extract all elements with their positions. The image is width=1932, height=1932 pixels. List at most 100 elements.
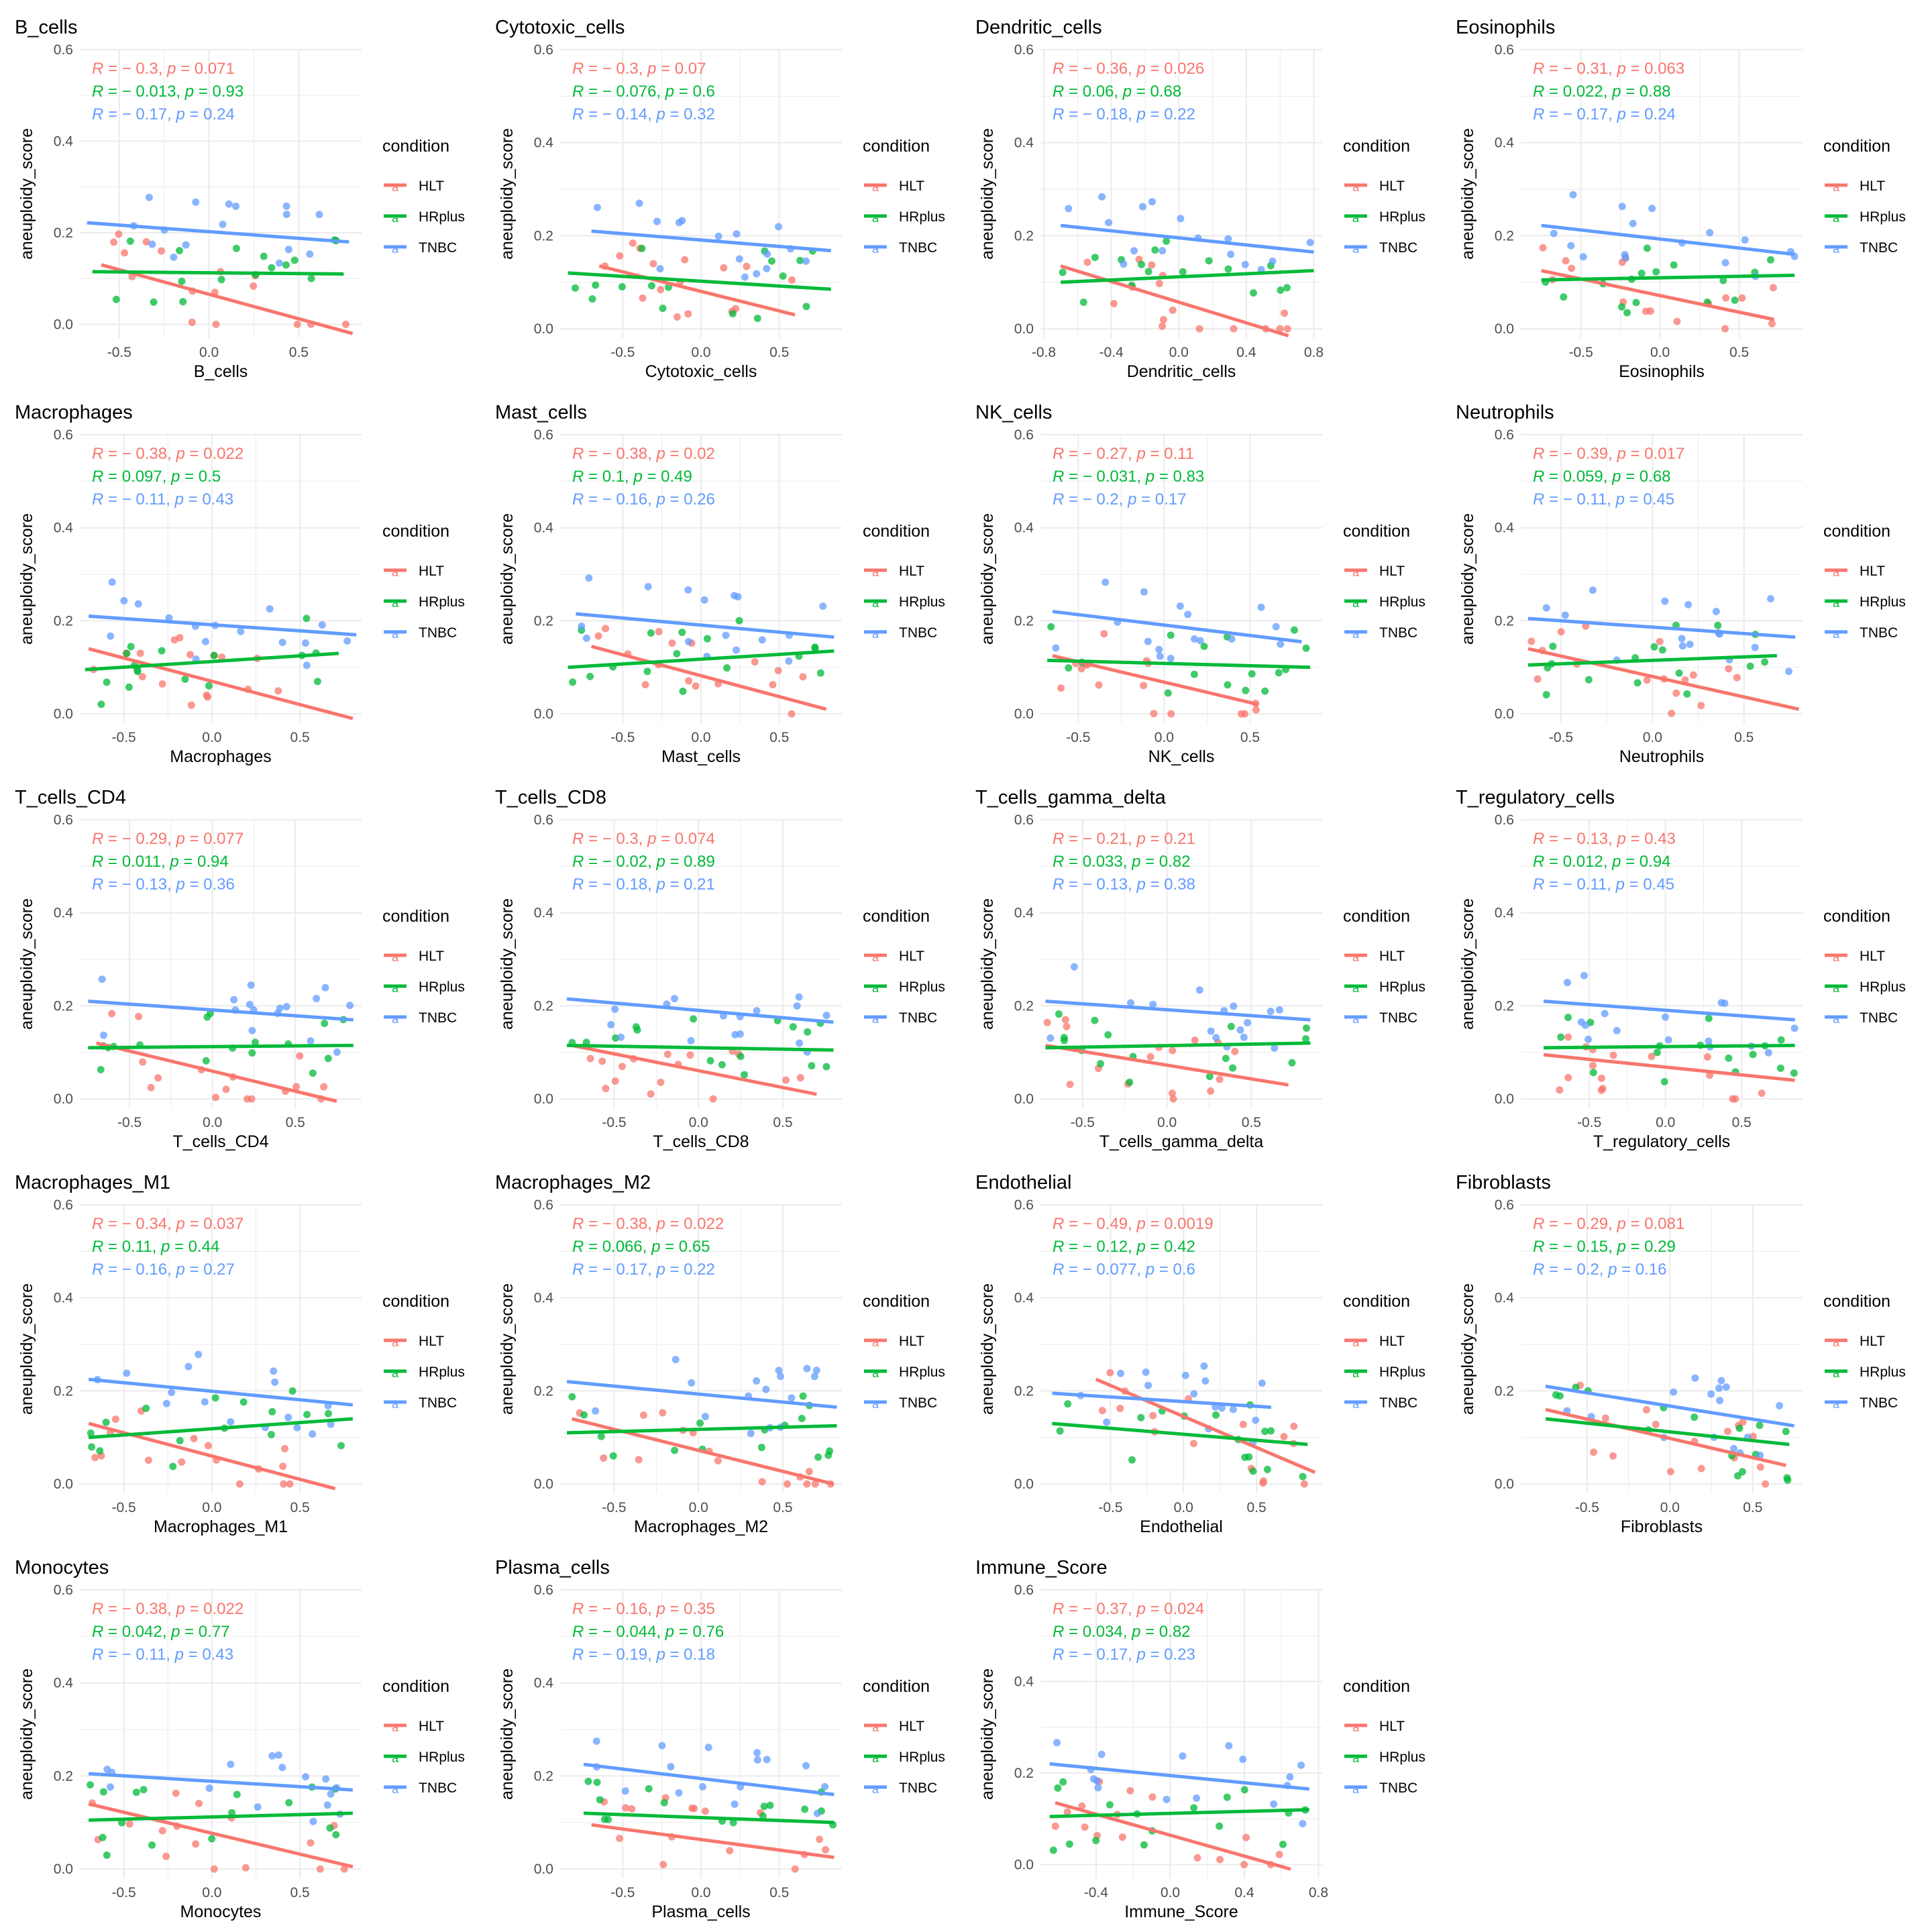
point-HRplus <box>140 1786 148 1794</box>
legend-glyph-HRplus: a <box>872 211 879 225</box>
point-HLT <box>1207 1087 1215 1095</box>
stat-label-HLT: R = − 0.38, p = 0.02 <box>572 445 715 463</box>
points <box>87 1350 345 1488</box>
fit-line-HRplus <box>568 649 835 669</box>
x-tick-label: 0.5 <box>289 345 309 360</box>
point-HRplus <box>568 1393 576 1401</box>
stat-label-HLT: R = − 0.3, p = 0.07 <box>572 60 706 78</box>
legend: condition a HLT a HRplus a TNBC <box>382 1292 465 1411</box>
legend-glyph-TNBC: a <box>1833 1012 1840 1026</box>
point-TNBC <box>1196 637 1204 645</box>
point-HRplus <box>313 678 321 686</box>
legend-label-HLT: HLT <box>899 1719 924 1734</box>
x-tick-label: -0.5 <box>610 1885 635 1900</box>
legend-glyph-HLT: a <box>1833 180 1840 194</box>
point-HRplus <box>1249 1467 1257 1475</box>
y-tick-label: 0.2 <box>534 228 553 244</box>
point-TNBC <box>1678 642 1686 650</box>
point-HLT <box>158 680 166 688</box>
fit-line-HRplus <box>88 1417 354 1440</box>
point-TNBC <box>165 614 173 622</box>
y-tick-label: 0.0 <box>1014 1091 1034 1107</box>
point-TNBC <box>284 246 292 254</box>
x-tick-label: 0.5 <box>286 1115 305 1130</box>
point-TNBC <box>313 995 321 1003</box>
legend-glyph-TNBC: a <box>1352 1397 1360 1411</box>
legend-glyph-TNBC: a <box>392 627 399 641</box>
point-HRplus <box>729 1819 737 1827</box>
point-HRplus <box>1212 1411 1220 1419</box>
point-TNBC <box>1776 1402 1784 1410</box>
point-HRplus <box>824 1451 833 1459</box>
point-TNBC <box>685 637 693 645</box>
point-TNBC <box>1664 1036 1672 1044</box>
point-HRplus <box>96 1447 104 1455</box>
point-TNBC <box>1756 1451 1764 1459</box>
point-HRplus <box>325 1409 333 1417</box>
legend-label-HLT: HLT <box>1379 564 1405 579</box>
point-TNBC <box>775 1366 783 1375</box>
point-TNBC <box>802 257 810 265</box>
point-HLT <box>1155 280 1163 288</box>
legend-label-HRplus: HRplus <box>899 1750 945 1765</box>
point-HLT <box>172 1789 180 1797</box>
legend-label-HLT: HLT <box>899 178 924 194</box>
y-tick-label: 0.0 <box>1014 1858 1034 1873</box>
facet-T_cells_CD8: T_cells_CD8 0.0 0.2 0.4 0.6 -0.5 0.0 0.5 T_cells… <box>495 787 945 1151</box>
legend: condition a HLT a HRplus a TNBC <box>863 1292 945 1411</box>
y-axis-label: aneuploidy_score <box>498 1668 517 1800</box>
legend-title: condition <box>863 522 930 541</box>
point-TNBC <box>732 646 740 654</box>
x-tick-label: 0.0 <box>691 730 710 745</box>
legend: condition a HLT a HRplus a TNBC <box>1823 1292 1906 1411</box>
x-tick-label: 0.5 <box>290 1500 310 1515</box>
y-axis-label: aneuploidy_score <box>17 128 36 260</box>
point-TNBC <box>1712 608 1720 616</box>
stat-label-TNBC: R = − 0.2, p = 0.16 <box>1533 1260 1667 1279</box>
point-HRplus <box>1097 1060 1105 1068</box>
point-HRplus <box>217 276 225 284</box>
point-HLT <box>1057 684 1065 692</box>
y-tick-label: 0.0 <box>534 1862 553 1877</box>
point-HRplus <box>123 649 131 657</box>
stat-label-TNBC: R = − 0.17, p = 0.22 <box>572 1260 715 1279</box>
point-HLT <box>684 310 692 318</box>
point-HLT <box>158 1827 166 1835</box>
point-HRplus <box>239 1398 248 1406</box>
point-TNBC <box>1717 999 1725 1007</box>
point-HRplus <box>703 635 711 643</box>
stat-label-HRplus: R = 0.011, p = 0.94 <box>92 853 229 871</box>
legend-glyph-TNBC: a <box>872 1782 879 1796</box>
point-HLT <box>235 1480 244 1488</box>
y-axis-label: aneuploidy_score <box>1458 1283 1477 1415</box>
point-HRplus <box>1299 1472 1307 1481</box>
point-HRplus <box>597 1432 605 1440</box>
points <box>1043 963 1311 1103</box>
panel-title: Macrophages_M1 <box>15 1172 170 1193</box>
fit-line-TNBC <box>1052 610 1302 644</box>
point-TNBC <box>1190 1390 1198 1398</box>
point-TNBC <box>1270 1800 1278 1808</box>
facet-Macrophages_M2: Macrophages_M2 0.0 0.2 0.4 0.6 -0.5 0.0 0.5 Macr… <box>495 1172 945 1536</box>
y-tick-label: 0.4 <box>534 1291 554 1306</box>
point-HLT <box>1169 1095 1177 1103</box>
point-HLT <box>783 1480 791 1488</box>
point-HRplus <box>1589 1069 1597 1077</box>
grid <box>1040 434 1322 723</box>
stat-label-HLT: R = − 0.3, p = 0.074 <box>572 830 715 848</box>
y-tick-label: 0.6 <box>54 42 73 58</box>
legend-glyph-HRplus: a <box>1352 1366 1360 1380</box>
legend-glyph-HLT: a <box>872 951 879 964</box>
point-HLT <box>1168 1089 1176 1097</box>
point-HLT <box>1148 261 1156 269</box>
point-HRplus <box>1653 1049 1661 1057</box>
point-HLT <box>701 1807 709 1815</box>
y-tick-label: 0.0 <box>1014 1477 1034 1492</box>
point-HLT <box>142 237 150 246</box>
point-TNBC <box>1252 1416 1260 1424</box>
point-HLT <box>218 653 226 661</box>
point-HLT <box>1216 1856 1224 1864</box>
point-HLT <box>1078 1802 1086 1810</box>
point-HRplus <box>303 614 311 623</box>
point-HLT <box>203 691 211 699</box>
